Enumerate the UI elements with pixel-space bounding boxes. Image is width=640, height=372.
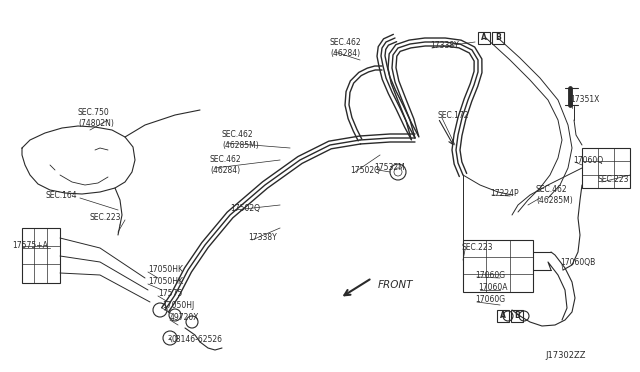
Text: 17060QB: 17060QB [560,257,595,266]
Bar [497,310,509,322]
Text: 17338Y: 17338Y [248,234,276,243]
Text: SEC.164: SEC.164 [45,190,77,199]
Text: J17302ZZ: J17302ZZ [545,350,586,359]
Bar [463,240,533,292]
Text: 17575: 17575 [158,289,182,298]
Bar [511,310,523,322]
Text: 17060G: 17060G [475,295,505,305]
Text: SEC.462
(46285M): SEC.462 (46285M) [536,185,573,205]
Text: SEC.462
(46284): SEC.462 (46284) [330,38,362,58]
Text: A: A [500,311,506,321]
Text: FRONT: FRONT [378,280,413,290]
Text: B: B [514,311,520,321]
Text: 49720X: 49720X [170,314,200,323]
Text: B: B [495,33,501,42]
Bar [22,228,60,283]
Text: 17060A: 17060A [478,283,508,292]
Text: SEC.223: SEC.223 [462,244,493,253]
Text: SEC.223: SEC.223 [90,214,122,222]
Text: 17060G: 17060G [475,270,505,279]
Text: 17050HK: 17050HK [148,278,183,286]
Text: 17575+A: 17575+A [12,241,48,250]
Text: SEC.750
(74802N): SEC.750 (74802N) [78,108,114,128]
Text: SEC.462
(46285M): SEC.462 (46285M) [222,130,259,150]
Text: SEC.462
(46284): SEC.462 (46284) [210,155,242,175]
Text: A: A [481,33,487,42]
Text: SEC.223: SEC.223 [598,176,630,185]
Text: 17060Q: 17060Q [573,155,603,164]
Text: 08146-62526: 08146-62526 [172,336,223,344]
Text: 17502Q: 17502Q [350,166,380,174]
Text: SEC.172: SEC.172 [438,110,470,119]
Text: 2: 2 [168,335,172,341]
Text: 17050HJ: 17050HJ [162,301,195,311]
Bar [478,32,490,44]
Text: 17351X: 17351X [570,96,600,105]
Bar [492,32,504,44]
Text: 17532M: 17532M [374,164,404,173]
Text: 17502Q: 17502Q [230,203,260,212]
Text: 17050HK: 17050HK [148,266,183,275]
Text: 17224P: 17224P [490,189,518,198]
Bar [582,148,630,188]
Text: 17338Y: 17338Y [430,41,459,49]
